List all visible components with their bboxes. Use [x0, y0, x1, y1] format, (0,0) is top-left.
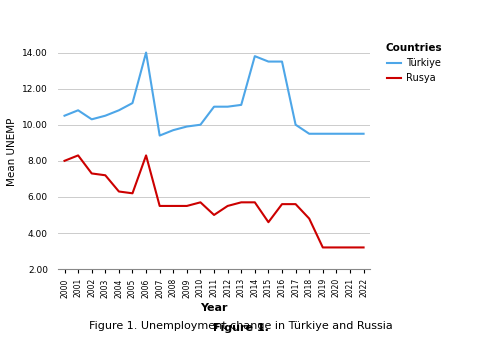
- Türkiye: [143, 50, 149, 55]
- X-axis label: Year: Year: [200, 303, 228, 313]
- Rusya: [238, 200, 244, 204]
- Rusya: [252, 200, 257, 204]
- Türkiye: [278, 59, 284, 63]
- Rusya: [183, 204, 189, 208]
- Türkiye: [183, 125, 189, 129]
- Türkiye: [61, 114, 67, 118]
- Rusya: [143, 153, 149, 157]
- Rusya: [156, 204, 162, 208]
- Rusya: [292, 202, 298, 206]
- Türkiye: [292, 123, 298, 127]
- Türkiye: [347, 132, 352, 136]
- Rusya: [347, 245, 352, 249]
- Türkiye: [224, 105, 230, 109]
- Rusya: [102, 173, 108, 177]
- Rusya: [224, 204, 230, 208]
- Türkiye: [360, 132, 366, 136]
- Rusya: [265, 220, 271, 224]
- Rusya: [197, 200, 203, 204]
- Türkiye: [102, 114, 108, 118]
- Rusya: [129, 191, 135, 195]
- Türkiye: [319, 132, 325, 136]
- Rusya: [61, 159, 67, 163]
- Türkiye: [156, 134, 162, 138]
- Line: Türkiye: Türkiye: [64, 52, 363, 136]
- Türkiye: [129, 101, 135, 105]
- Türkiye: [265, 59, 271, 63]
- Text: Figure 1. Unemployment change in Türkiye and Russia: Figure 1. Unemployment change in Türkiye…: [88, 321, 392, 331]
- Rusya: [278, 202, 284, 206]
- Türkiye: [116, 108, 121, 112]
- Text: Figure 1. Unemployment change in Türkiye and Russia: Figure 1. Unemployment change in Türkiye…: [88, 323, 392, 333]
- Rusya: [319, 245, 325, 249]
- Legend: Türkiye, Rusya: Türkiye, Rusya: [381, 39, 445, 87]
- Türkiye: [75, 108, 81, 112]
- Türkiye: [252, 54, 257, 58]
- Rusya: [116, 189, 121, 194]
- Y-axis label: Mean UNEMP: Mean UNEMP: [7, 118, 16, 186]
- Türkiye: [170, 128, 176, 132]
- Türkiye: [238, 103, 244, 107]
- Rusya: [89, 171, 95, 176]
- Rusya: [170, 204, 176, 208]
- Türkiye: [89, 117, 95, 121]
- Türkiye: [306, 132, 312, 136]
- Türkiye: [197, 123, 203, 127]
- Rusya: [211, 213, 216, 217]
- Rusya: [333, 245, 338, 249]
- Rusya: [306, 217, 312, 221]
- Rusya: [360, 245, 366, 249]
- Türkiye: [333, 132, 338, 136]
- Line: Rusya: Rusya: [64, 155, 363, 247]
- Türkiye: [211, 105, 216, 109]
- Rusya: [75, 153, 81, 157]
- Text: Figure 1.: Figure 1.: [212, 323, 268, 333]
